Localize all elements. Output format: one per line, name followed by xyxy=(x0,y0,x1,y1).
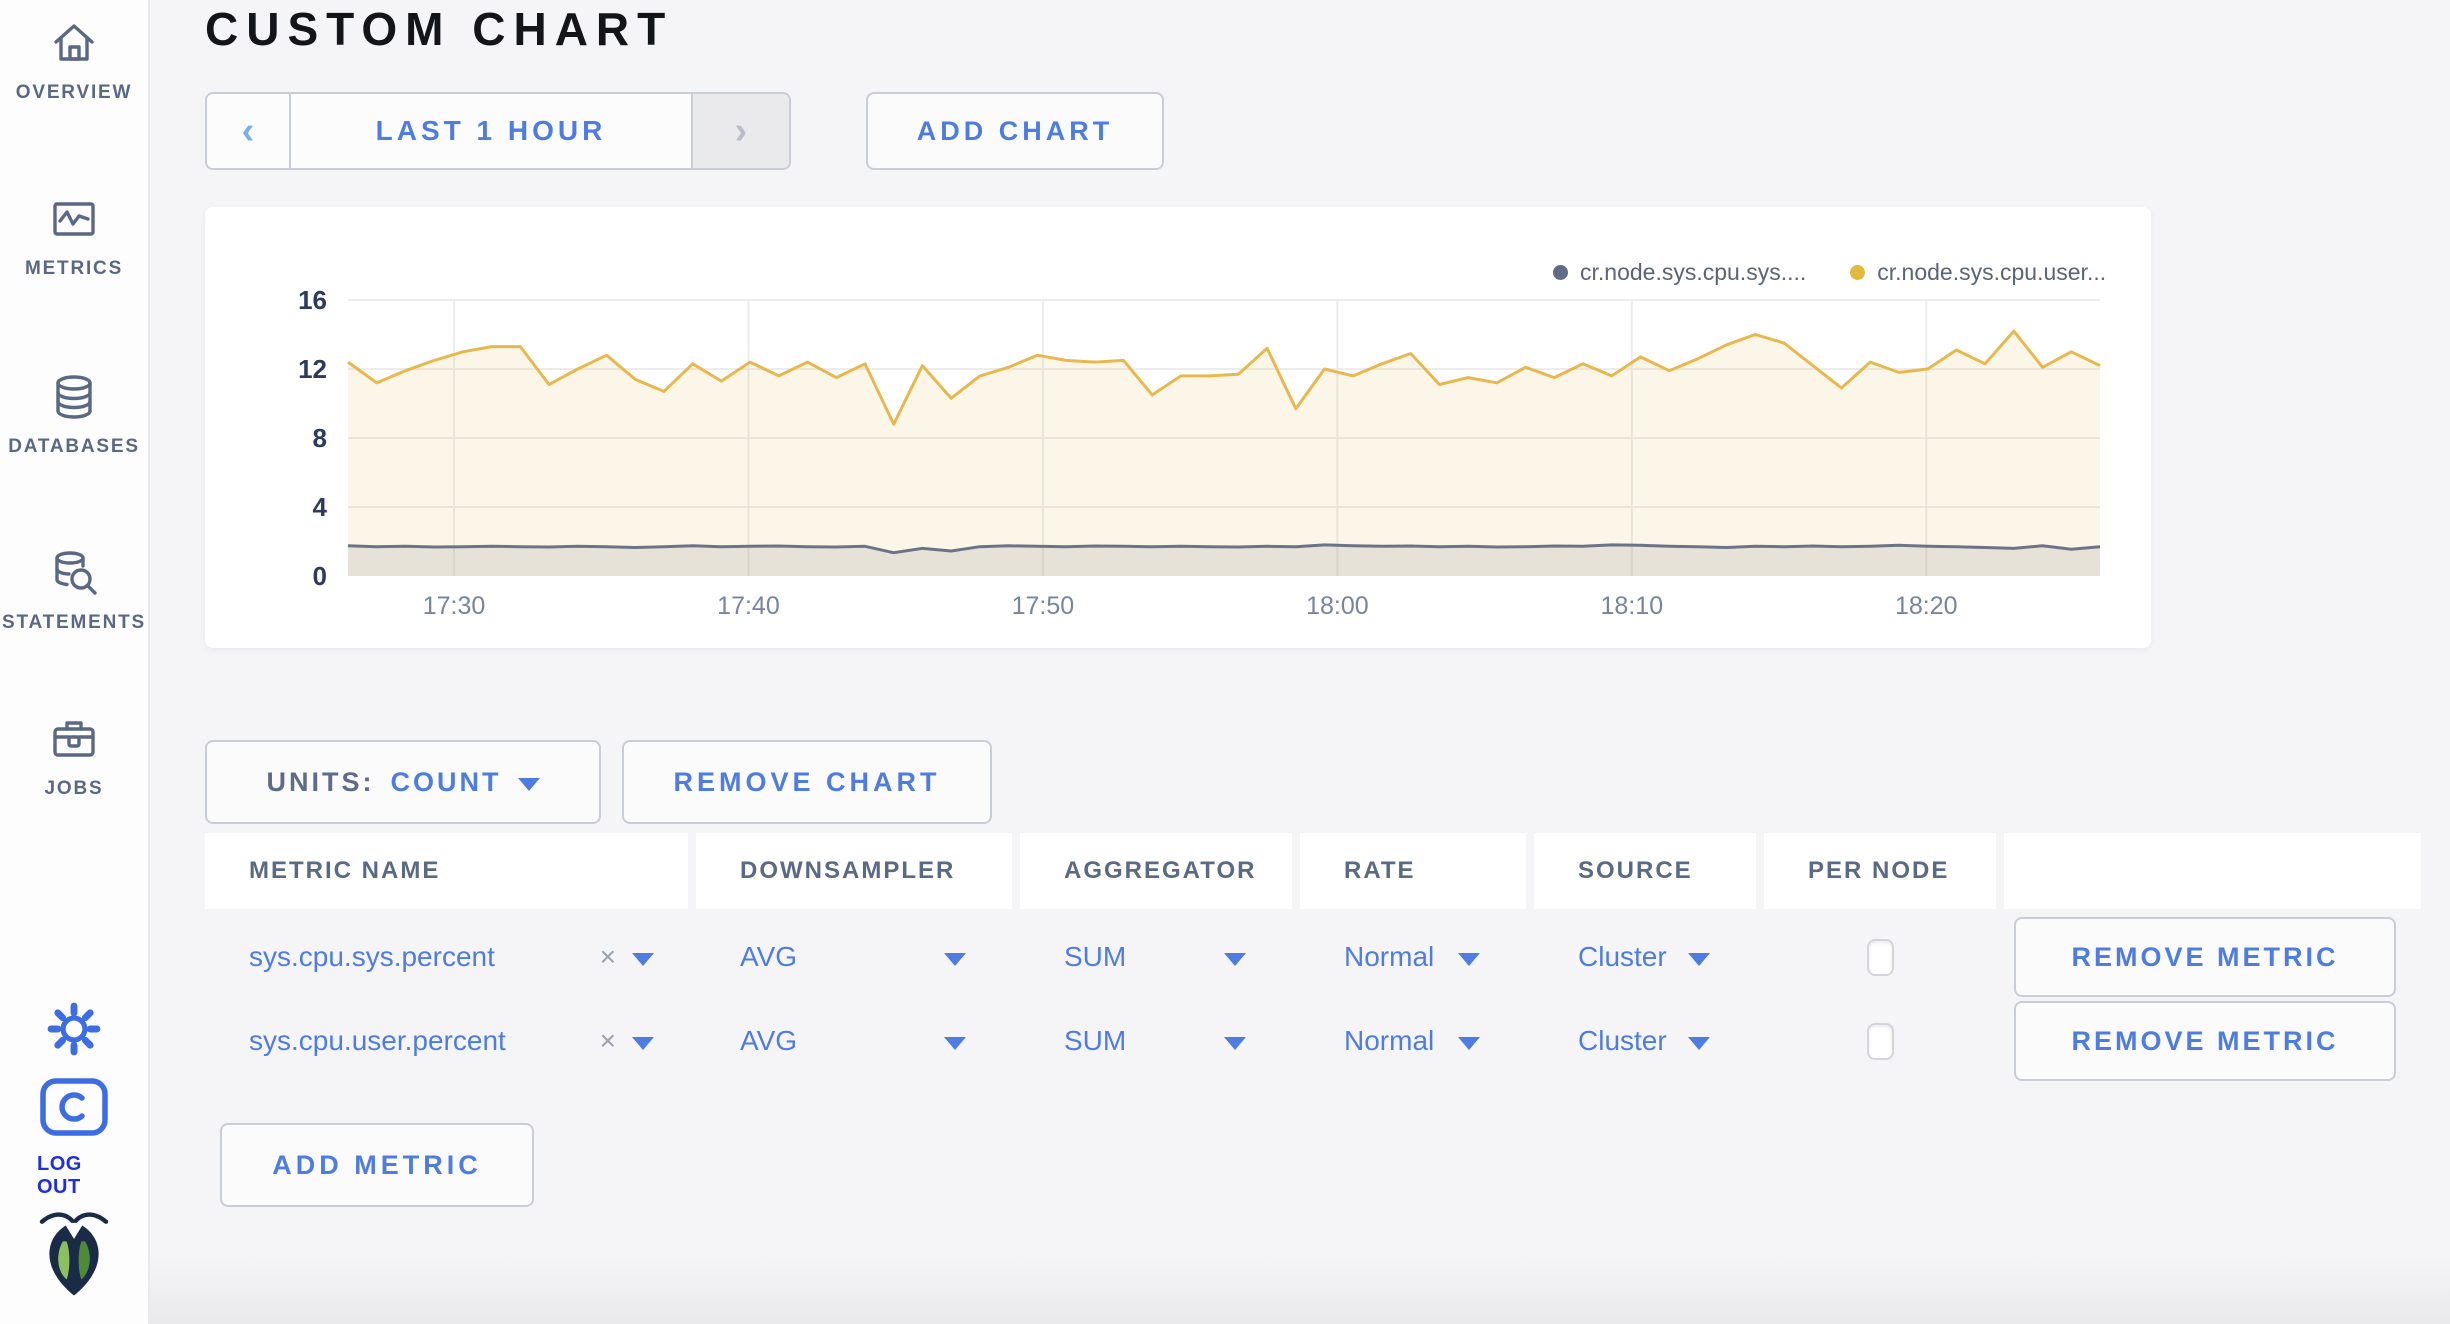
per-node-checkbox[interactable] xyxy=(1866,1022,1894,1060)
add-metric-button[interactable]: ADD METRIC xyxy=(220,1123,534,1207)
chevron-down-icon xyxy=(632,1036,654,1050)
cockroach-c-icon xyxy=(38,1076,110,1143)
svg-text:17:50: 17:50 xyxy=(1012,592,1075,620)
chevron-down-icon xyxy=(1458,952,1480,966)
sidebar-item-overview[interactable]: OVERVIEW xyxy=(0,16,148,104)
per-node-cell xyxy=(1764,915,1996,999)
actions-cell: REMOVE METRIC xyxy=(2004,915,2421,999)
sidebar: OVERVIEW METRICS DATABASES STATEMENTS JO… xyxy=(0,0,150,1324)
aggregator-select[interactable]: SUM xyxy=(1020,915,1292,999)
time-range-next-button[interactable]: › xyxy=(691,94,789,168)
rate-select[interactable]: Normal xyxy=(1300,915,1526,999)
source-select[interactable]: Cluster xyxy=(1534,999,1756,1083)
sidebar-item-label: DATABASES xyxy=(8,436,140,457)
legend-item: cr.node.sys.cpu.user... xyxy=(1850,259,2106,286)
page-title: CUSTOM CHART xyxy=(205,3,674,55)
svg-text:4: 4 xyxy=(313,492,328,522)
chevron-down-icon xyxy=(1458,1036,1480,1050)
add-chart-button[interactable]: ADD CHART xyxy=(866,92,1164,170)
units-value: COUNT xyxy=(390,766,502,797)
actions-cell: REMOVE METRIC xyxy=(2004,999,2421,1083)
metrics-table-rows: sys.cpu.sys.percent × AVG SUM Normal Clu… xyxy=(205,915,2421,1083)
column-header-aggregator: AGGREGATOR xyxy=(1020,833,1292,909)
sidebar-item-label: OVERVIEW xyxy=(15,82,133,103)
clear-x-icon: × xyxy=(599,1025,616,1056)
metrics-icon xyxy=(47,192,101,246)
sidebar-item-statements[interactable]: STATEMENTS xyxy=(0,546,148,634)
legend-dot-sys xyxy=(1553,265,1568,280)
per-node-cell xyxy=(1764,999,1996,1083)
remove-chart-button[interactable]: REMOVE CHART xyxy=(622,740,992,824)
sidebar-item-label: JOBS xyxy=(44,778,104,799)
chart-canvas: 0 4 8 12 16 17:30 17:40 17:50 18:00 18:10 18:20 xyxy=(298,285,2101,620)
databases-icon xyxy=(47,370,101,424)
chart-legend: cr.node.sys.cpu.sys.... cr.node.sys.cpu.… xyxy=(1553,259,2106,286)
settings-gear-icon[interactable] xyxy=(43,998,105,1065)
table-row: sys.cpu.user.percent × AVG SUM Normal Cl… xyxy=(205,999,2421,1083)
column-header-source: SOURCE xyxy=(1534,833,1756,909)
metric-name-dropdown[interactable]: sys.cpu.sys.percent × xyxy=(205,915,688,999)
column-header-per-node: PER NODE xyxy=(1764,833,1996,909)
svg-text:17:40: 17:40 xyxy=(717,592,780,620)
downsampler-select[interactable]: AVG xyxy=(696,999,1012,1083)
statements-icon xyxy=(47,546,101,600)
metric-name-value: sys.cpu.user.percent xyxy=(249,1025,506,1056)
sidebar-item-label: METRICS xyxy=(24,258,124,279)
jobs-icon xyxy=(47,712,101,766)
downsampler-select[interactable]: AVG xyxy=(696,915,1012,999)
remove-metric-button[interactable]: REMOVE METRIC xyxy=(2014,1001,2396,1081)
time-range-label[interactable]: LAST 1 HOUR xyxy=(375,115,607,146)
sidebar-item-label: STATEMENTS xyxy=(2,612,146,633)
per-node-checkbox[interactable] xyxy=(1866,938,1894,976)
chart-panel: 0 4 8 12 16 17:30 17:40 17:50 18:00 18:10 18:20 cr… xyxy=(205,207,2151,648)
home-icon xyxy=(47,16,101,70)
sidebar-item-jobs[interactable]: JOBS xyxy=(0,712,148,800)
svg-text:8: 8 xyxy=(313,423,327,453)
clear-x-icon: × xyxy=(599,941,616,972)
svg-text:18:20: 18:20 xyxy=(1895,592,1958,620)
legend-dot-user xyxy=(1850,265,1866,280)
column-header-metric-name: METRIC NAME xyxy=(205,833,688,909)
metric-clear-control[interactable]: × xyxy=(600,941,654,973)
chevron-down-icon xyxy=(1224,1036,1246,1050)
source-select[interactable]: Cluster xyxy=(1534,915,1756,999)
svg-text:18:00: 18:00 xyxy=(1306,592,1369,620)
chevron-down-icon xyxy=(1224,952,1246,966)
time-range-selector: ‹ LAST 1 HOUR › xyxy=(205,92,791,170)
metric-name-dropdown[interactable]: sys.cpu.user.percent × xyxy=(205,999,688,1083)
rate-select[interactable]: Normal xyxy=(1300,999,1526,1083)
sidebar-item-databases[interactable]: DATABASES xyxy=(0,370,148,458)
column-header-rate: RATE xyxy=(1300,833,1526,909)
svg-text:12: 12 xyxy=(298,354,327,384)
table-row: sys.cpu.sys.percent × AVG SUM Normal Clu… xyxy=(205,915,2421,999)
column-header-actions xyxy=(2004,833,2421,909)
bottom-scroll-shadow xyxy=(150,1254,2450,1324)
column-header-downsampler: DOWNSAMPLER xyxy=(696,833,1012,909)
svg-text:0: 0 xyxy=(313,561,327,591)
chevron-down-icon xyxy=(944,952,966,966)
aggregator-select[interactable]: SUM xyxy=(1020,999,1292,1083)
remove-metric-button[interactable]: REMOVE METRIC xyxy=(2014,917,2396,997)
time-range-prev-button[interactable]: ‹ xyxy=(207,94,291,168)
legend-item: cr.node.sys.cpu.sys.... xyxy=(1553,259,1806,286)
svg-text:18:10: 18:10 xyxy=(1601,592,1664,620)
cockroachdb-logo xyxy=(35,1202,113,1303)
metric-clear-control[interactable]: × xyxy=(600,1025,654,1057)
chevron-left-icon: ‹ xyxy=(241,109,255,152)
svg-text:16: 16 xyxy=(298,285,327,315)
units-label: UNITS: xyxy=(266,766,375,797)
chevron-down-icon xyxy=(517,777,540,791)
chevron-down-icon xyxy=(944,1036,966,1050)
chevron-down-icon xyxy=(1688,952,1710,966)
chevron-down-icon xyxy=(632,952,654,966)
chevron-down-icon xyxy=(1688,1036,1710,1050)
metrics-table-header: METRIC NAME DOWNSAMPLER AGGREGATOR RATE … xyxy=(205,833,2421,909)
log-out-label: LOG OUT xyxy=(37,1153,82,1198)
units-dropdown[interactable]: UNITS: COUNT xyxy=(205,740,601,824)
sidebar-item-metrics[interactable]: METRICS xyxy=(0,192,148,280)
log-out-button[interactable]: LOG OUT xyxy=(37,1076,111,1199)
svg-text:17:30: 17:30 xyxy=(423,592,486,620)
metric-name-value: sys.cpu.sys.percent xyxy=(249,941,495,972)
chevron-right-icon: › xyxy=(734,109,748,152)
